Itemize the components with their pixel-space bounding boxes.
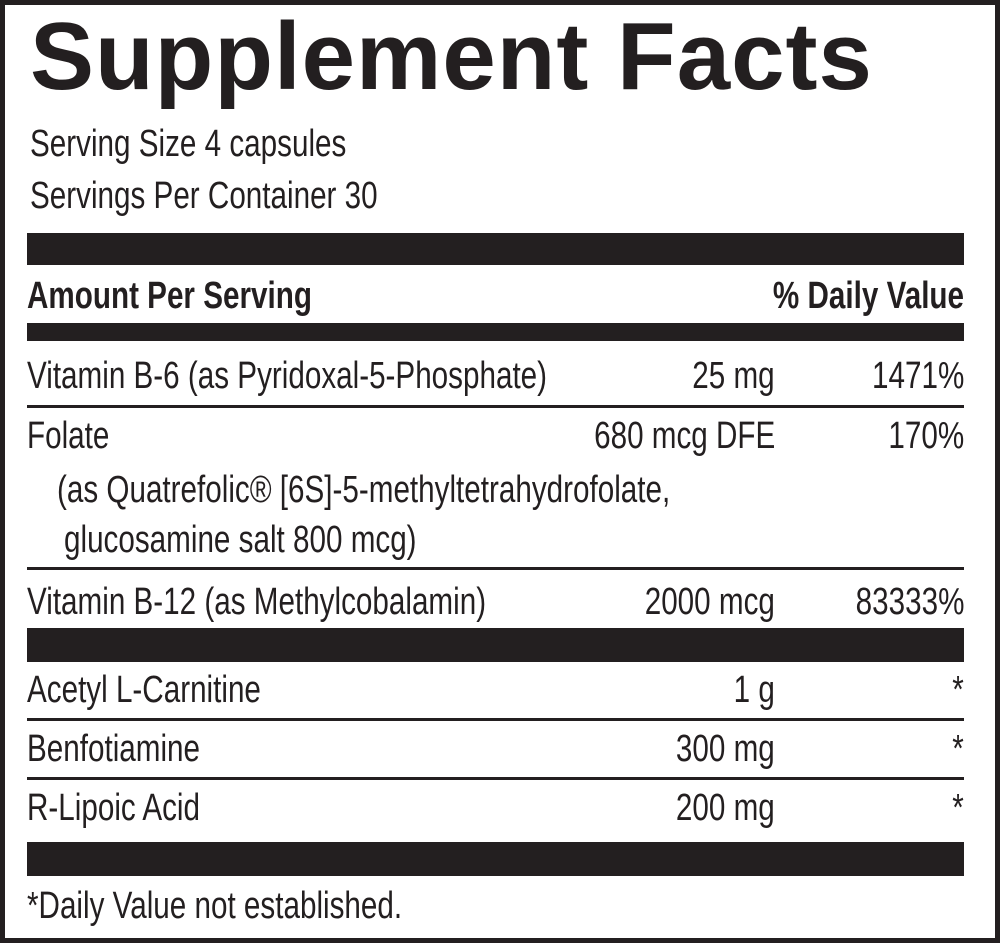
row-divider xyxy=(27,405,964,408)
serving-size: Serving Size 4 capsules xyxy=(30,123,347,165)
row-divider xyxy=(27,777,964,780)
row-divider xyxy=(27,718,964,721)
nutrient-amount: 1 g xyxy=(733,669,775,711)
nutrient-dv: * xyxy=(952,669,964,711)
nutrient-dv: * xyxy=(952,787,964,829)
row-divider xyxy=(27,567,964,570)
label-title: Supplement Facts xyxy=(30,3,873,110)
nutrient-dv: 1471% xyxy=(871,355,964,397)
nutrient-dv: * xyxy=(952,728,964,770)
thick-divider xyxy=(27,842,964,876)
nutrient-name: Acetyl L-Carnitine xyxy=(27,669,261,711)
nutrient-amount: 680 mcg DFE xyxy=(593,415,775,457)
servings-per-container: Servings Per Container 30 xyxy=(30,175,378,217)
amount-per-serving-header: Amount Per Serving xyxy=(27,275,312,317)
nutrient-amount: 200 mg xyxy=(676,787,775,829)
daily-value-header: % Daily Value xyxy=(772,275,964,317)
nutrient-name: R-Lipoic Acid xyxy=(27,787,200,829)
nutrient-name: Benfotiamine xyxy=(27,728,201,770)
footnote: *Daily Value not established. xyxy=(27,885,403,927)
nutrient-detail: (as Quatrefolic® [6S]-5-methyltetrahydro… xyxy=(57,469,671,511)
thick-divider xyxy=(27,628,964,662)
nutrient-detail: glucosamine salt 800 mcg) xyxy=(64,519,417,561)
thick-divider xyxy=(27,233,964,265)
nutrient-name: Vitamin B-12 (as Methylcobalamin) xyxy=(27,581,487,623)
nutrient-name: Folate xyxy=(27,415,110,457)
nutrient-amount: 300 mg xyxy=(676,728,775,770)
medium-divider xyxy=(27,323,964,341)
nutrient-dv: 170% xyxy=(888,415,964,457)
nutrient-amount: 25 mg xyxy=(692,355,775,397)
nutrient-dv: 83333% xyxy=(855,581,964,623)
nutrient-amount: 2000 mcg xyxy=(644,581,775,623)
nutrient-name: Vitamin B-6 (as Pyridoxal-5-Phosphate) xyxy=(27,355,548,397)
